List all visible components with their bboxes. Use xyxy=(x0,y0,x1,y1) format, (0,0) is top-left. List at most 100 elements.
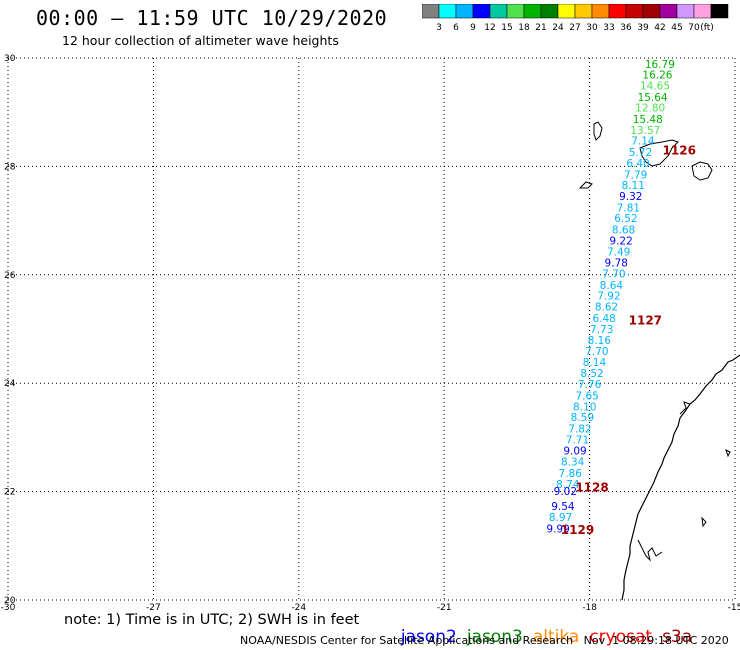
gran-canaria-island xyxy=(691,161,713,181)
longitude-label: -21 xyxy=(437,603,452,613)
wave-height-value: 9.32 xyxy=(619,191,642,203)
credit-line: NOAA/NESDIS Center for Satellite Applica… xyxy=(240,634,729,647)
wave-height-value: 7.81 xyxy=(617,202,640,214)
pass-id-label: 1128 xyxy=(575,481,608,495)
pass-id-label: 1127 xyxy=(629,314,662,328)
colorbar-tick-label: 3 xyxy=(436,23,442,33)
wave-height-value: 9.54 xyxy=(551,501,575,513)
footer-note: note: 1) Time is in UTC; 2) SWH is in fe… xyxy=(64,612,360,628)
wave-height-value: 7.71 xyxy=(566,434,589,446)
latitude-label: 26 xyxy=(4,271,16,281)
legend-jason3: jason3 xyxy=(466,627,523,647)
pass-id-label: 1129 xyxy=(561,523,594,537)
longitude-label: -15 xyxy=(728,603,740,613)
wave-height-value: 8.11 xyxy=(622,180,645,192)
small-island xyxy=(725,449,731,458)
legend-cryosat: cryosat xyxy=(589,627,653,647)
wave-height-value: 7.70 xyxy=(585,346,608,358)
small-island xyxy=(701,516,707,528)
wave-height-value: 8.14 xyxy=(583,357,607,369)
color-scale-bar: 3 6 9 12 15 18 21 24 27 30 33 36 39 42 45 70 (ft) xyxy=(422,4,729,33)
colorbar-tick-label: 21 xyxy=(535,23,546,33)
colorbar-tick-label: 18 xyxy=(518,23,530,33)
wave-height-value: 8.97 xyxy=(549,512,572,524)
cap-blanc-peninsula xyxy=(637,539,663,562)
wave-height-value: 8.64 xyxy=(600,280,624,292)
wave-height-value: 16.79 xyxy=(645,59,675,71)
wave-height-labels: 16.7916.2614.6515.6412.8015.4813.577.145… xyxy=(546,59,675,535)
latitude-label: 22 xyxy=(4,488,15,498)
wave-height-value: 9.22 xyxy=(609,235,632,247)
wave-height-value: 9.99 xyxy=(546,523,569,535)
longitude-label: -18 xyxy=(582,603,597,613)
la-palma-island xyxy=(593,121,603,141)
colorbar-tick-label: 42 xyxy=(654,23,665,33)
longitude-label: -24 xyxy=(291,603,306,613)
colorbar-tick-label: 24 xyxy=(552,23,564,33)
wave-height-value: 8.52 xyxy=(580,368,603,380)
latitude-label: 24 xyxy=(4,379,16,389)
wave-height-value: 9.09 xyxy=(563,446,586,458)
coastline xyxy=(578,121,740,601)
colorbar-tick-label: 30 xyxy=(586,23,598,33)
colorbar-tick-label: 6 xyxy=(453,23,459,33)
wave-height-value: 7.76 xyxy=(578,379,602,391)
colorbar-tick-label: 27 xyxy=(569,23,580,33)
wave-height-value: 9.02 xyxy=(554,486,577,498)
wave-height-value: 8.62 xyxy=(595,302,618,314)
longitude-label: -27 xyxy=(146,603,161,613)
colorbar-tick-label: 33 xyxy=(603,23,614,33)
wave-height-value: 8.59 xyxy=(571,412,594,424)
map-subtitle: 12 hour collection of altimeter wave hei… xyxy=(62,33,339,48)
latitude-label: 20 xyxy=(4,596,16,606)
satellite-legend: jason2 jason3 altika cryosat s3a xyxy=(390,607,702,647)
wave-height-value: 7.82 xyxy=(568,424,591,436)
wave-height-value: 15.48 xyxy=(633,114,663,126)
wave-height-value: 8.68 xyxy=(612,225,635,237)
colorbar-tick-label: 70 xyxy=(688,23,700,33)
wave-height-value: 8.10 xyxy=(573,401,596,413)
colorbar-tick-label: 36 xyxy=(620,23,632,33)
colorbar-tick-label: 15 xyxy=(501,23,512,33)
wave-height-value: 7.92 xyxy=(597,291,620,303)
wave-height-value: 14.65 xyxy=(640,80,670,92)
wave-height-value: 7.49 xyxy=(607,246,630,258)
colorbar-tick-label: 39 xyxy=(637,23,649,33)
wave-height-value: 5.72 xyxy=(629,147,652,159)
wave-height-value: 9.78 xyxy=(605,258,628,270)
pass-id-labels: 1126 1127 1128 1129 xyxy=(561,143,696,536)
wave-height-value: 6.40 xyxy=(626,158,649,170)
el-hierro-island xyxy=(578,181,593,189)
wave-height-value: 6.48 xyxy=(592,313,615,325)
latitude-label: 28 xyxy=(4,162,16,172)
legend-jason2: jason2 xyxy=(400,627,457,647)
wave-height-value: 8.16 xyxy=(588,335,612,347)
latitude-label: 30 xyxy=(4,54,16,64)
wave-height-value: 7.86 xyxy=(559,468,583,480)
wave-height-value: 15.64 xyxy=(638,92,668,104)
axis-labels: -30 -27 -24 -21 -18 -15 30 28 26 24 22 20 xyxy=(1,54,740,613)
grid-lines xyxy=(7,57,736,601)
wave-height-value: 8.34 xyxy=(561,457,585,469)
africa-coastline xyxy=(621,354,740,601)
tenerife-island xyxy=(639,139,679,167)
wave-height-value: 8.74 xyxy=(556,479,580,491)
legend-altika: altika xyxy=(532,627,580,647)
map-title: 00:00 – 11:59 UTC 10/29/2020 xyxy=(36,6,388,30)
colorbar-swatch xyxy=(710,4,729,19)
longitude-label: -30 xyxy=(1,603,16,613)
wave-height-value: 7.14 xyxy=(631,136,655,148)
wave-height-value: 7.70 xyxy=(602,269,625,281)
africa-coast-inlet xyxy=(679,401,691,415)
wave-height-value: 7.73 xyxy=(590,324,613,336)
wave-height-value: 16.26 xyxy=(642,70,672,82)
pass-id-label: 1126 xyxy=(663,143,696,157)
wave-height-value: 12.80 xyxy=(635,103,665,115)
colorbar-tick-label: 12 xyxy=(484,23,495,33)
wave-height-value: 6.52 xyxy=(614,213,637,225)
colorbar-unit: (ft) xyxy=(700,23,714,33)
wave-height-value: 7.79 xyxy=(624,169,647,181)
colorbar-tick-label: 9 xyxy=(470,23,476,33)
legend-s3a: s3a xyxy=(662,627,693,647)
